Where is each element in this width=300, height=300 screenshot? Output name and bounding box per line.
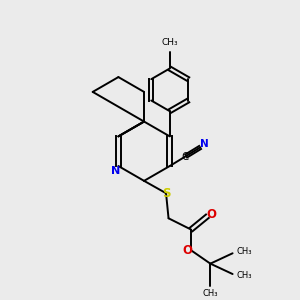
Text: CH₃: CH₃ (202, 290, 218, 298)
Text: CH₃: CH₃ (161, 38, 178, 47)
Text: N: N (200, 140, 208, 149)
Text: N: N (111, 167, 121, 176)
Text: CH₃: CH₃ (236, 247, 252, 256)
Text: O: O (182, 244, 192, 257)
Text: O: O (206, 208, 216, 221)
Text: S: S (162, 187, 171, 200)
Text: C: C (181, 152, 189, 162)
Text: CH₃: CH₃ (236, 271, 252, 280)
